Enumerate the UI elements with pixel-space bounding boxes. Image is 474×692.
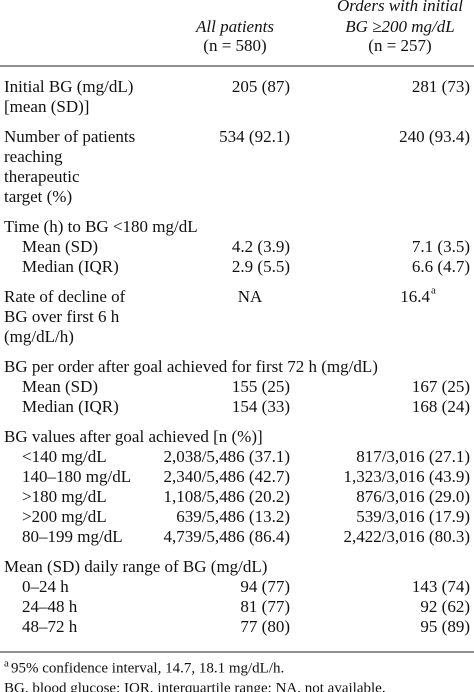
column-header: Orders with initial: [337, 0, 463, 15]
cell: 7.1 (3.5): [412, 237, 470, 256]
section-label: BG per order after goal achieved for fir…: [4, 357, 378, 376]
row-label: >180 mg/dL: [22, 487, 107, 506]
column-header: (n = 580): [203, 36, 266, 55]
cell: 94 (77): [240, 577, 290, 596]
row-label: 80–199 mg/dL: [22, 527, 123, 546]
cell: 92 (62): [420, 597, 470, 616]
cell: 817/3,016 (27.1): [356, 447, 470, 466]
row-label: Mean (SD): [22, 237, 98, 256]
section-label: (mg/dL/h): [4, 327, 74, 346]
cell: 534 (92.1): [219, 127, 290, 146]
footnote: 95% confidence interval, 14.7, 18.1 mg/d…: [11, 660, 284, 676]
cell: 4.2 (3.9): [232, 237, 290, 256]
cell: 876/3,016 (29.0): [356, 487, 470, 506]
section-label: [mean (SD)]: [4, 97, 89, 116]
footnote-marker: a: [431, 285, 436, 297]
section-label: Number of patients: [4, 127, 135, 146]
cell: 1,323/3,016 (43.9): [343, 467, 470, 486]
column-header: BG ≥200 mg/dL: [345, 17, 454, 36]
column-header: All patients: [195, 17, 274, 36]
section-label: Mean (SD) daily range of BG (mg/dL): [4, 557, 267, 576]
cell: 95 (89): [420, 617, 470, 636]
cell: 143 (74): [412, 577, 470, 596]
cell: 2,038/5,486 (37.1): [163, 447, 290, 466]
section-label: Time (h) to BG <180 mg/dL: [4, 217, 198, 236]
row-label: Mean (SD): [22, 377, 98, 396]
cell: 205 (87): [232, 77, 290, 96]
cell: 4,739/5,486 (86.4): [163, 527, 290, 546]
cell: 2,422/3,016 (80.3): [343, 527, 470, 546]
cell: 240 (93.4): [399, 127, 470, 146]
cell: 281 (73): [412, 77, 470, 96]
footnote: BG, blood glucose; IQR, interquartile ra…: [4, 680, 386, 692]
section-label: BG values after goal achieved [n (%)]: [4, 427, 263, 446]
cell: 16.4: [400, 287, 430, 306]
row-label: >200 mg/dL: [22, 507, 107, 526]
section-label: target (%): [4, 187, 72, 206]
cell: 539/3,016 (17.9): [356, 507, 470, 526]
row-label: <140 mg/dL: [22, 447, 107, 466]
cell: 81 (77): [240, 597, 290, 616]
cell: 2.9 (5.5): [232, 257, 290, 276]
row-label: 48–72 h: [22, 617, 78, 636]
cell: 6.6 (4.7): [412, 257, 470, 276]
section-label: therapeutic: [4, 167, 80, 186]
section-label: Rate of decline of: [4, 287, 126, 306]
row-label: 0–24 h: [22, 577, 69, 596]
section-label: Initial BG (mg/dL): [4, 77, 133, 96]
row-label: Median (IQR): [22, 257, 119, 276]
row-label: 24–48 h: [22, 597, 78, 616]
row-label: Median (IQR): [22, 397, 119, 416]
cell: 167 (25): [412, 377, 470, 396]
cell: 1,108/5,486 (20.2): [163, 487, 290, 506]
section-label: reaching: [4, 147, 63, 166]
row-label: 140–180 mg/dL: [22, 467, 131, 486]
column-header: (n = 257): [368, 36, 431, 55]
footnote-marker: a: [4, 658, 9, 670]
cell: 154 (33): [232, 397, 290, 416]
cell: NA: [238, 287, 263, 306]
cell: 155 (25): [232, 377, 290, 396]
section-label: BG over first 6 h: [4, 307, 120, 326]
cell: 77 (80): [240, 617, 290, 636]
cell: 168 (24): [412, 397, 470, 416]
cell: 2,340/5,486 (42.7): [163, 467, 290, 486]
cell: 639/5,486 (13.2): [176, 507, 290, 526]
